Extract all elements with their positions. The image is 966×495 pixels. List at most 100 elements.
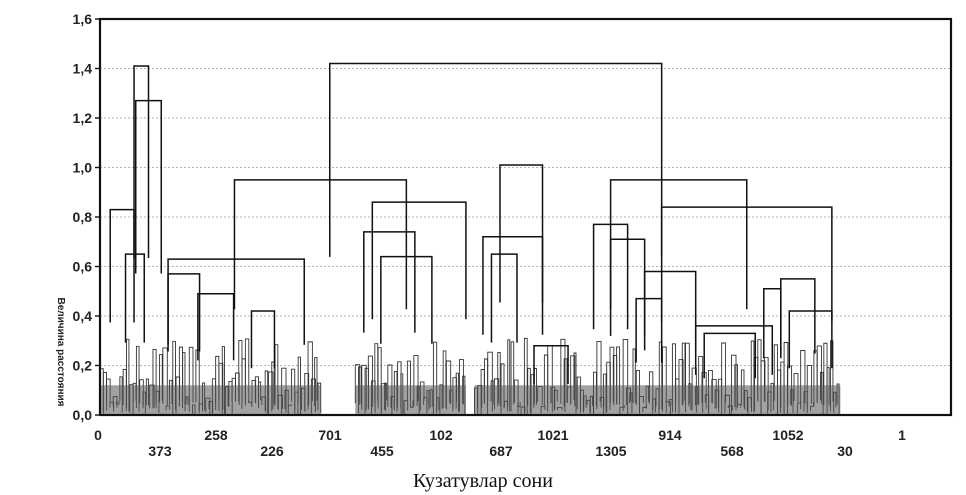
y-tick-label: 0,2: [73, 358, 93, 374]
y-tick-label: 1,4: [73, 61, 93, 77]
grid-lines: [95, 18, 951, 416]
leaf-link: [152, 349, 157, 409]
x-leaf-label: 30: [837, 443, 853, 459]
leaf-link: [367, 355, 373, 408]
leaf-link: [307, 341, 313, 410]
leaf-link: [162, 347, 168, 406]
leaf-link: [126, 338, 130, 412]
merge-link: [788, 310, 833, 369]
leaf-link: [442, 350, 447, 409]
leaf-link: [406, 360, 411, 403]
merge-link: [167, 258, 305, 345]
leaf-link: [721, 342, 727, 415]
y-tick-label: 1,2: [73, 110, 93, 126]
leaf-link: [497, 351, 501, 407]
merge-link: [533, 344, 569, 384]
leaf-link: [172, 340, 176, 415]
x-leaf-label: 687: [489, 443, 513, 459]
leaf-link: [182, 352, 186, 412]
merge-link: [250, 310, 276, 369]
merge-link: [363, 231, 416, 333]
leaf-shading: [159, 385, 322, 415]
merge-link: [592, 223, 629, 330]
leaf-link: [354, 364, 361, 405]
merge-link: [124, 253, 146, 343]
y-tick-label: 0,4: [73, 308, 93, 324]
merge-link: [694, 325, 774, 375]
leaf-link: [314, 356, 318, 407]
leaf-link: [377, 347, 382, 414]
leaf-link: [221, 346, 225, 414]
x-leaf-label: 0: [94, 427, 102, 443]
leaf-link: [731, 354, 737, 414]
x-leaf-label: 1052: [772, 427, 803, 443]
leaf-link: [570, 355, 576, 407]
leaf-link: [413, 355, 419, 407]
leaf-link: [487, 351, 493, 412]
leaf-link: [188, 346, 194, 412]
x-leaf-label: 1305: [595, 443, 626, 459]
y-tick-labels: 0,0 0,2 0,4 0,6 0,8 1,0 1,2 1,4 1,6: [73, 11, 93, 423]
leaf-link: [573, 352, 577, 414]
leaf-link: [616, 346, 621, 405]
merge-link: [482, 236, 544, 335]
leaf-shading: [551, 385, 594, 415]
merge-link: [329, 62, 663, 257]
leaf-link: [698, 356, 704, 414]
x-leaf-label: 914: [658, 427, 682, 443]
merge-link: [133, 65, 150, 258]
leaf-link: [816, 345, 822, 404]
merge-link: [109, 208, 135, 323]
x-leaf-label: 373: [148, 443, 172, 459]
plot-frame: [98, 17, 953, 417]
x-leaf-label: 258: [204, 427, 228, 443]
x-axis-label: Кузатувлар сони: [413, 470, 553, 492]
leaf-link: [523, 337, 528, 415]
leaf-clusters: [99, 337, 841, 415]
leaf-link: [159, 353, 163, 403]
leaf-link: [563, 358, 568, 407]
x-leaf-label: 455: [370, 443, 394, 459]
merge-link: [703, 332, 757, 379]
leaf-link: [763, 357, 769, 410]
leaf-link: [750, 340, 755, 413]
x-leaf-label: 568: [720, 443, 744, 459]
leaf-link: [244, 338, 250, 406]
x-leaf-label: 1021: [537, 427, 568, 443]
leaf-link: [609, 346, 615, 410]
leaf-link: [685, 342, 690, 413]
merge-link: [490, 253, 518, 343]
leaf-link: [274, 344, 279, 410]
leaf-link: [681, 342, 686, 406]
leaf-link: [135, 345, 140, 412]
leaf-link: [596, 341, 602, 410]
merge-link: [499, 164, 544, 303]
leaf-link: [507, 339, 511, 412]
y-tick-label: 1,6: [73, 11, 93, 27]
x-leaf-label: 102: [429, 427, 453, 443]
merge-link: [643, 270, 697, 351]
leaf-link: [658, 341, 663, 410]
x-leaf-labels: 0 258 701 102 1021 914 1052 1 373 226 455 687 1305 56…: [94, 427, 906, 459]
leaf-shading: [100, 385, 160, 415]
y-tick-label: 0,6: [73, 259, 93, 275]
leaf-link: [510, 341, 515, 412]
merge-link: [233, 179, 408, 310]
merge-link: [197, 292, 235, 361]
merge-link: [167, 273, 201, 352]
y-axis-label: Величина расстояния: [55, 297, 66, 406]
leaf-shading: [593, 385, 781, 415]
x-leaf-label: 226: [260, 443, 284, 459]
merge-link: [635, 297, 663, 363]
y-tick-label: 0,8: [73, 209, 93, 225]
y-tick-label: 1,0: [73, 160, 93, 176]
leaf-link: [671, 343, 676, 413]
merge-link: [371, 201, 467, 320]
leaf-link: [800, 350, 806, 410]
x-leaf-label: 701: [318, 427, 342, 443]
merge-link: [660, 206, 833, 322]
leaf-link: [632, 348, 636, 404]
leaf-shading: [355, 385, 466, 415]
x-leaf-label: 1: [898, 427, 906, 443]
